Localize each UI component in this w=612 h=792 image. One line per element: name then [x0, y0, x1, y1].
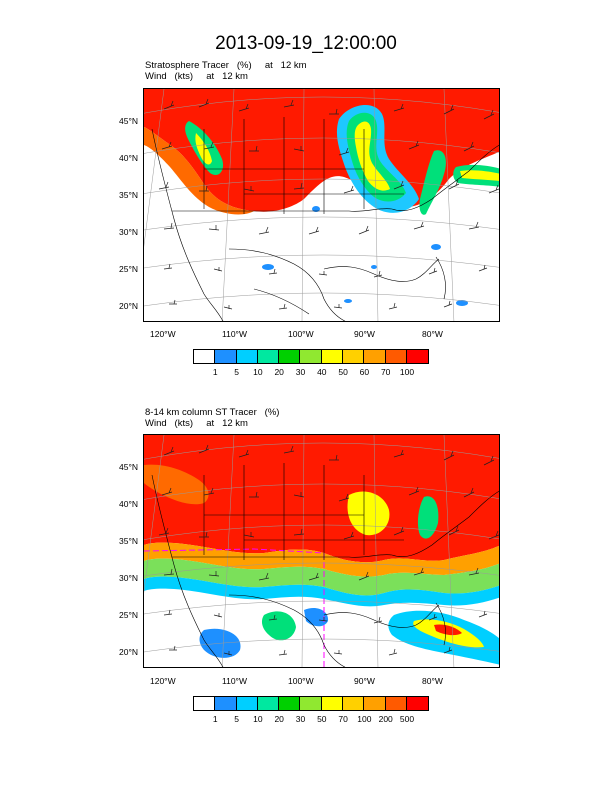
panel2-lat-label: 45°N [119, 462, 138, 472]
panel2-lon-label: 100°W [288, 676, 314, 686]
panel1-lat-label: 25°N [119, 264, 138, 274]
colorbar-label: 20 [274, 714, 284, 724]
colorbar-label: 10 [253, 367, 263, 377]
panel1-subtitle-line2: Wind (kts) at 12 km [145, 71, 248, 82]
colorbar-label: 1 [212, 367, 218, 377]
panel2-map-svg [144, 435, 499, 667]
colorbar-label: 50 [338, 367, 348, 377]
colorbar-swatch [406, 697, 429, 710]
colorbar-label: 40 [317, 367, 327, 377]
colorbar-label: 5 [234, 367, 239, 377]
panel2-colorbar-block: 1 5 10 20 30 50 70 100 200 500 [0, 696, 612, 728]
panel2-lat-label: 35°N [119, 536, 138, 546]
colorbar-label: 20 [274, 367, 284, 377]
colorbar-swatch [279, 697, 301, 710]
colorbar-label: 200 [378, 714, 393, 724]
colorbar-swatch [257, 350, 280, 363]
colorbar-label: 60 [359, 367, 370, 377]
panel1-lat-label: 45°N [119, 116, 138, 126]
panel1-lat-label: 30°N [119, 227, 138, 237]
panel2-lat-label: 20°N [119, 647, 138, 657]
panel1-map-svg [144, 89, 499, 321]
colorbar-swatch [236, 350, 258, 363]
panel2-lon-label: 80°W [422, 676, 443, 686]
panel1-lon-label: 90°W [354, 329, 375, 339]
colorbar-swatch [364, 697, 386, 710]
colorbar-label: 500 [399, 714, 415, 724]
colorbar-swatch [279, 350, 301, 363]
panel1-lon-label: 80°W [422, 329, 443, 339]
panel1-lon-label: 110°W [222, 329, 247, 339]
panel2-lat-label: 40°N [119, 499, 138, 509]
panel2-lat-label: 25°N [119, 610, 138, 620]
colorbar-swatch [215, 697, 237, 710]
colorbar-swatch [194, 350, 216, 363]
colorbar-label: 1 [212, 714, 218, 724]
colorbar-swatch [406, 350, 429, 363]
page-title: 2013-09-19_12:00:00 [215, 33, 397, 54]
panel2-lon-label: 110°W [222, 676, 247, 686]
panel2-lat-label: 30°N [119, 573, 138, 583]
panel1-lat-label: 35°N [119, 190, 138, 200]
panel1-lat-label: 40°N [119, 153, 138, 163]
panel1-subtitle-line1: Stratosphere Tracer (%) at 12 km [145, 60, 307, 71]
colorbar-swatch [257, 697, 280, 710]
panel2-colorbar [193, 696, 430, 711]
panel1-colorbar-block: 1 5 10 20 30 40 50 60 70 100 [0, 349, 612, 381]
panel1-lon-label: 100°W [288, 329, 314, 339]
panel2-map [143, 434, 500, 668]
panel2-lon-label: 120°W [150, 676, 176, 686]
panel1-map [143, 88, 500, 322]
panel1-lat-label: 20°N [119, 301, 138, 311]
colorbar-swatch [300, 697, 322, 710]
colorbar-label: 100 [399, 367, 415, 377]
colorbar-label: 30 [295, 714, 306, 724]
colorbar-label: 70 [338, 714, 348, 724]
colorbar-swatch [194, 697, 216, 710]
colorbar-swatch [300, 350, 322, 363]
colorbar-swatch [343, 350, 365, 363]
colorbar-label: 30 [295, 367, 306, 377]
colorbar-label: 10 [253, 714, 263, 724]
panel2-subtitle-line2: Wind (kts) at 12 km [145, 418, 248, 429]
colorbar-label: 70 [380, 367, 391, 377]
panel2-lon-label: 90°W [354, 676, 375, 686]
panel1-colorbar [193, 349, 430, 364]
colorbar-swatch [321, 350, 344, 363]
colorbar-swatch [385, 350, 407, 363]
colorbar-label: 100 [357, 714, 372, 724]
panel2-subtitle-line1: 8-14 km column ST Tracer (%) [145, 407, 280, 418]
colorbar-label: 50 [317, 714, 327, 724]
colorbar-swatch [321, 697, 344, 710]
colorbar-swatch [364, 350, 386, 363]
colorbar-swatch [215, 350, 237, 363]
colorbar-swatch [343, 697, 365, 710]
colorbar-label: 5 [234, 714, 239, 724]
colorbar-swatch [385, 697, 407, 710]
colorbar-swatch [236, 697, 258, 710]
panel1-lon-label: 120°W [150, 329, 176, 339]
